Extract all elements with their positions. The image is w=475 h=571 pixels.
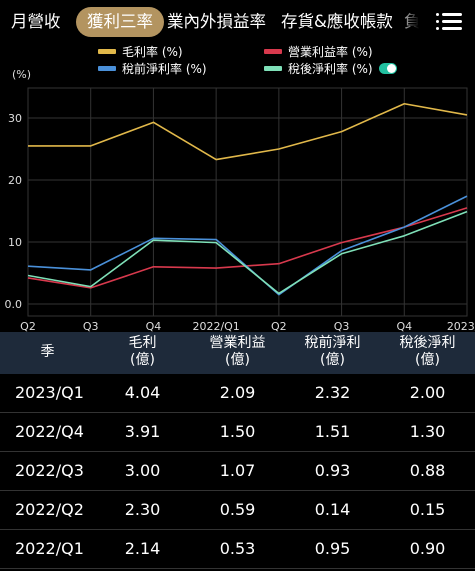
y-axis-unit-label: (%) — [12, 68, 32, 81]
series-line-2 — [27, 195, 468, 296]
cell-operating: 1.07 — [219, 461, 256, 480]
tab-fade — [398, 0, 428, 44]
tab-non-operating-ratio[interactable]: 業內外損益率 — [167, 12, 266, 31]
x-tick-label: 2022/Q1 — [192, 320, 239, 332]
legend-swatch — [98, 66, 116, 71]
legend-swatch — [98, 49, 116, 54]
cell-aftertax: 0.15 — [409, 500, 446, 519]
cell-operating: 2.09 — [219, 383, 256, 402]
cell-aftertax: 2.00 — [409, 383, 446, 402]
cell-pretax: 0.95 — [314, 539, 351, 558]
legend-gross-margin[interactable]: 毛利率 (%) — [98, 45, 183, 59]
legend-swatch — [264, 66, 282, 71]
series-line-3 — [27, 210, 468, 295]
tab-monthly-revenue[interactable]: 月營收 — [11, 12, 61, 31]
x-tick-label: 2023/Q — [447, 320, 475, 332]
cell-operating: 0.59 — [219, 500, 256, 519]
table-row[interactable]: 2022/Q3 3.00 1.07 0.93 0.88 — [0, 452, 475, 491]
y-tick-label: 0.0 — [5, 298, 23, 311]
cell-pretax: 2.32 — [314, 383, 351, 402]
cell-pretax: 0.93 — [314, 461, 351, 480]
cell-gross: 3.00 — [124, 461, 161, 480]
cell-gross: 4.04 — [124, 383, 161, 402]
table-header: 季 毛利 (億) 營業利益 (億) 稅前淨利 (億) 稅後淨利 (億) — [0, 332, 475, 374]
cell-aftertax: 0.88 — [409, 461, 446, 480]
list-menu-icon[interactable] — [436, 12, 462, 32]
cell-quarter: 2022/Q2 — [15, 500, 84, 519]
plot-frame — [27, 87, 468, 317]
cell-gross: 3.91 — [124, 422, 161, 441]
x-tick-label: Q2 — [20, 320, 36, 332]
cell-operating: 1.50 — [219, 422, 256, 441]
series-line-0 — [28, 102, 468, 161]
table-row[interactable]: 2023/Q1 4.04 2.09 2.32 2.00 — [0, 374, 475, 413]
legend-operating-margin[interactable]: 營業利益率 (%) — [264, 45, 373, 59]
header-operating-income: 營業利益 (億) — [209, 335, 266, 368]
cell-quarter: 2022/Q1 — [15, 539, 84, 558]
x-tick-label: Q4 — [146, 320, 162, 332]
profit-table: 季 毛利 (億) 營業利益 (億) 稅前淨利 (億) 稅後淨利 (億) 2023/Q1 … — [0, 332, 475, 571]
profit-ratio-chart: 毛利率 (%) 營業利益率 (%) 稅前淨利率 (%) 稅後淨利率 (%) (%… — [0, 44, 475, 332]
cell-pretax: 0.14 — [314, 500, 351, 519]
header-gross-profit: 毛利 (億) — [128, 335, 157, 368]
tab-inventory-receivables[interactable]: 存貨&應收帳款 — [281, 12, 393, 31]
tab-profit-ratios[interactable]: 獲利三率 — [76, 7, 164, 37]
chart-plot-area: 0.0 10 20 30 Q2 Q3 Q4 2022/Q1 Q2 Q3 Q4 2023/Q — [5, 87, 475, 332]
cell-aftertax: 1.30 — [409, 422, 446, 441]
tab-bar: 月營收 獲利三率 業內外損益率 存貨&應收帳款 負 — [0, 0, 475, 44]
table-row[interactable]: 2022/Q2 2.30 0.59 0.14 0.15 — [0, 491, 475, 530]
y-tick-label: 30 — [8, 112, 22, 125]
x-tick-label: Q4 — [396, 320, 412, 332]
x-tick-label: Q3 — [334, 320, 350, 332]
legend-swatch — [264, 49, 282, 54]
cell-quarter: 2023/Q1 — [15, 383, 84, 402]
cell-pretax: 1.51 — [314, 422, 351, 441]
legend-pretax-margin[interactable]: 稅前淨利率 (%) — [98, 62, 207, 76]
cell-operating: 0.53 — [219, 539, 256, 558]
table-row[interactable]: 2022/Q1 2.14 0.53 0.95 0.90 — [0, 530, 475, 569]
cell-quarter: 2022/Q4 — [15, 422, 84, 441]
header-pretax-income: 稅前淨利 (億) — [304, 335, 361, 368]
header-aftertax-income: 稅後淨利 (億) — [399, 335, 456, 368]
series-line-1 — [27, 207, 468, 289]
legend-aftertax-margin[interactable]: 稅後淨利率 (%) — [264, 62, 397, 76]
cell-gross: 2.14 — [124, 539, 161, 558]
x-tick-label: Q3 — [83, 320, 99, 332]
cell-quarter: 2022/Q3 — [15, 461, 84, 480]
x-tick-label: Q2 — [271, 320, 287, 332]
y-tick-label: 10 — [8, 236, 22, 249]
y-tick-label: 20 — [8, 174, 22, 187]
cell-aftertax: 0.90 — [409, 539, 446, 558]
cell-gross: 2.30 — [124, 500, 161, 519]
table-row[interactable]: 2022/Q4 3.91 1.50 1.51 1.30 — [0, 413, 475, 452]
legend-toggle-switch[interactable] — [378, 63, 397, 74]
header-quarter: 季 — [40, 344, 55, 360]
